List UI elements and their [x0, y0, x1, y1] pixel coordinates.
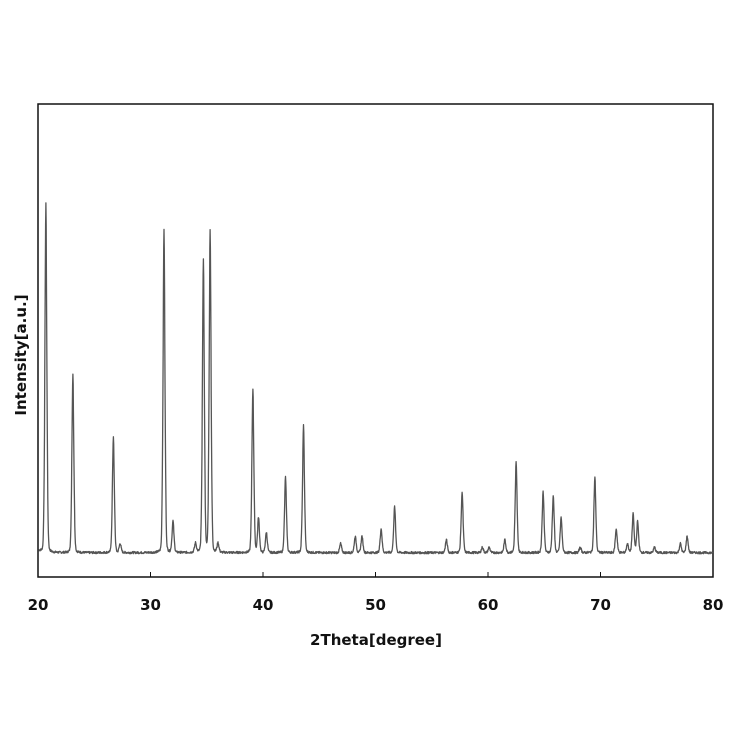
peak-point	[303, 425, 305, 427]
peak-point	[632, 513, 634, 515]
peak-point	[209, 229, 211, 231]
x-tick-label: 60	[478, 596, 499, 614]
peak-point	[553, 495, 555, 497]
peak-point	[580, 546, 582, 548]
x-tick-label: 30	[140, 596, 161, 614]
peak-point	[482, 546, 484, 548]
peak-point	[119, 543, 121, 545]
peak-point	[488, 546, 490, 548]
peak-point	[594, 476, 596, 478]
peak-point	[361, 535, 363, 537]
peak-point	[72, 373, 74, 375]
peak-point	[252, 388, 254, 390]
peak-point	[542, 491, 544, 493]
x-tick-label: 50	[365, 596, 386, 614]
y-axis-label: Intensity[a.u.]	[12, 294, 30, 415]
diffraction-pattern-line	[38, 202, 714, 555]
peak-point	[504, 539, 506, 541]
x-tick-label: 40	[253, 596, 274, 614]
peak-point	[355, 535, 357, 537]
peak-marks	[45, 203, 688, 548]
peak-point	[446, 539, 448, 541]
peak-point	[394, 506, 396, 508]
x-tick-label: 70	[590, 596, 611, 614]
peak-point	[258, 517, 260, 519]
peak-point	[340, 543, 342, 545]
peak-point	[285, 476, 287, 478]
peak-point	[654, 546, 656, 548]
peak-point	[45, 203, 47, 205]
peak-point	[203, 259, 205, 261]
x-tick-label: 20	[28, 596, 49, 614]
peak-point	[560, 517, 562, 519]
peak-point	[461, 491, 463, 493]
peak-point	[627, 543, 629, 545]
peak-point	[637, 521, 639, 523]
x-tick-label: 80	[703, 596, 724, 614]
peak-point	[163, 229, 165, 231]
x-tick-labels: 20 30 40 50 60 70 80	[28, 596, 724, 614]
x-axis-label: 2Theta[degree]	[310, 631, 442, 649]
peak-point	[172, 521, 174, 523]
peak-point	[195, 543, 197, 545]
peak-point	[515, 462, 517, 464]
peak-point	[217, 543, 219, 545]
peak-point	[686, 535, 688, 537]
x-axis-ticks	[37, 572, 714, 577]
peak-point	[113, 436, 115, 438]
plot-area-frame	[37, 103, 714, 578]
peak-point	[616, 528, 618, 530]
peak-point	[680, 543, 682, 545]
peak-point	[266, 532, 268, 534]
peak-point	[380, 528, 382, 530]
